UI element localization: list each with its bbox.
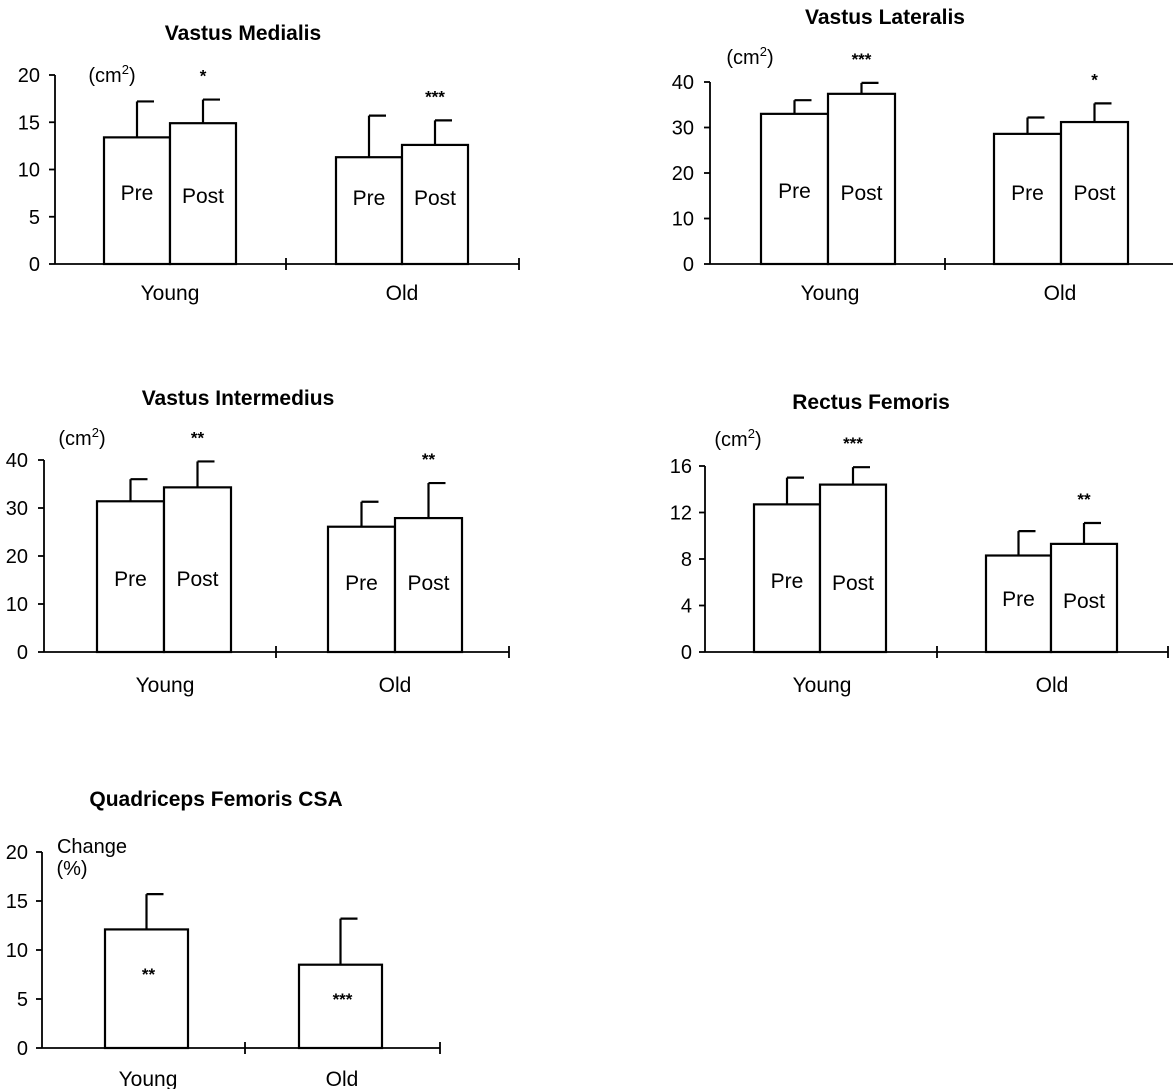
bar [752, 503, 822, 654]
unit-label: (cm2) [58, 425, 105, 450]
x-category-label: Old [379, 674, 412, 697]
x-category-label: Young [801, 282, 860, 305]
y-tick-label: 40 [6, 450, 28, 472]
bar [400, 143, 470, 266]
y-tick-label: 8 [681, 549, 692, 571]
bar [102, 136, 172, 266]
bar-label: Post [407, 572, 449, 595]
y-tick-label: 12 [670, 503, 692, 525]
significance-marker: * [1091, 70, 1098, 89]
y-tick-label: 4 [681, 596, 692, 618]
bar [103, 928, 190, 1050]
bar-label: Pre [778, 180, 811, 203]
bar-label: Pre [771, 570, 804, 593]
chart-title: Vastus Lateralis [805, 6, 965, 29]
y-tick-label: 20 [6, 842, 28, 864]
bar [393, 516, 464, 654]
bar [326, 525, 397, 654]
bar-label: Post [840, 182, 882, 205]
significance-marker: *** [843, 434, 863, 453]
bar [297, 963, 384, 1050]
bar [826, 92, 897, 266]
y-tick-label: 20 [6, 546, 28, 568]
significance-marker: ** [191, 428, 205, 447]
bar [168, 122, 238, 266]
bar [1059, 120, 1130, 266]
x-category-label: Young [793, 674, 852, 697]
chart-panel: Vastus Intermedius 0 10 20 30 40 (cm2) Pre Post *… [6, 387, 510, 697]
y-tick-label: 20 [18, 65, 40, 87]
bar-label: Pre [345, 572, 378, 595]
y-tick-label: 16 [670, 456, 692, 478]
bar-label: Post [414, 187, 456, 210]
unit-label: (cm2) [714, 426, 761, 451]
x-category-label: Old [386, 282, 419, 305]
bar-label: Post [1073, 182, 1115, 205]
y-tick-label: 10 [672, 209, 694, 231]
bar-label: Pre [353, 187, 386, 210]
y-tick-label: 30 [6, 498, 28, 520]
y-tick-label: 0 [681, 642, 692, 664]
y-tick-label: 0 [29, 254, 40, 276]
unit-label: Change [57, 836, 127, 858]
y-tick-label: 40 [672, 72, 694, 94]
bar [992, 132, 1063, 266]
bar-label: Post [176, 568, 218, 591]
unit-label: (cm2) [726, 44, 773, 69]
significance-marker: *** [425, 87, 445, 106]
bar [984, 554, 1053, 654]
chart-panel: Rectus Femoris 0 4 8 12 16 (cm2) Pre Post *** Pre P… [670, 391, 1169, 697]
bar [1049, 542, 1119, 654]
bar-label: Post [1063, 590, 1105, 613]
chart-title: Vastus Intermedius [142, 387, 335, 410]
significance-marker: *** [333, 990, 353, 1009]
y-tick-label: 10 [6, 940, 28, 962]
significance-marker: ** [422, 450, 436, 469]
bar-label: Post [832, 572, 874, 595]
chart-title: Quadriceps Femoris CSA [89, 788, 342, 811]
x-category-label: Old [326, 1068, 359, 1089]
unit-label: (%) [56, 858, 87, 880]
bar-label: Pre [121, 182, 154, 205]
significance-marker: ** [142, 965, 156, 984]
chart-panel: Quadriceps Femoris CSA 0 5 10 15 20 Change(%) *… [6, 788, 441, 1089]
y-tick-label: 0 [683, 254, 694, 276]
bar-label: Pre [1002, 588, 1035, 611]
y-tick-label: 10 [6, 594, 28, 616]
chart-panel: Vastus Medialis 0 5 10 15 20 (cm2) Pre Post * Pre P… [18, 22, 520, 305]
bar [162, 486, 233, 654]
y-tick-label: 5 [17, 989, 28, 1011]
chart-title: Rectus Femoris [792, 391, 950, 414]
bar [334, 156, 404, 266]
significance-marker: ** [1077, 490, 1091, 509]
x-category-label: Young [119, 1068, 178, 1089]
y-tick-label: 15 [18, 112, 40, 134]
x-category-label: Old [1036, 674, 1069, 697]
x-category-label: Young [136, 674, 195, 697]
x-category-label: Young [141, 282, 200, 305]
bar-label: Post [182, 185, 224, 208]
bar-label: Pre [1011, 182, 1044, 205]
bar [95, 500, 166, 654]
bar [759, 112, 830, 266]
bar-label: Pre [114, 568, 147, 591]
x-category-label: Old [1044, 282, 1077, 305]
bar [818, 483, 888, 654]
significance-marker: *** [852, 50, 872, 69]
y-tick-label: 10 [18, 160, 40, 182]
unit-label: (cm2) [88, 62, 135, 87]
y-tick-label: 0 [17, 1038, 28, 1060]
significance-marker: * [200, 67, 207, 86]
y-tick-label: 15 [6, 891, 28, 913]
y-tick-label: 0 [17, 642, 28, 664]
y-tick-label: 5 [29, 207, 40, 229]
y-tick-label: 30 [672, 118, 694, 140]
y-tick-label: 20 [672, 163, 694, 185]
chart-title: Vastus Medialis [165, 22, 321, 45]
